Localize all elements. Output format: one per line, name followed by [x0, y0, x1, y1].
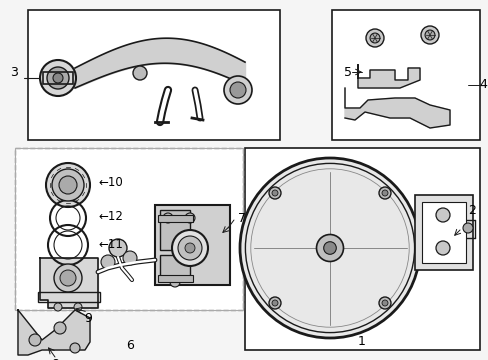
Circle shape: [47, 67, 69, 89]
Text: ←10: ←10: [98, 175, 122, 189]
Circle shape: [365, 29, 383, 47]
Circle shape: [462, 223, 472, 233]
Circle shape: [420, 26, 438, 44]
Text: 1: 1: [357, 335, 365, 348]
Text: 6: 6: [126, 339, 134, 352]
Circle shape: [54, 264, 82, 292]
Text: 5: 5: [343, 66, 351, 78]
Circle shape: [424, 30, 434, 40]
Text: 2: 2: [467, 203, 475, 216]
Circle shape: [29, 334, 41, 346]
Polygon shape: [357, 65, 419, 88]
Circle shape: [271, 300, 278, 306]
Polygon shape: [18, 310, 90, 355]
Circle shape: [381, 300, 387, 306]
Bar: [160, 210, 190, 250]
Circle shape: [268, 187, 281, 199]
Circle shape: [240, 158, 419, 338]
Bar: [160, 255, 190, 280]
Bar: [158, 215, 193, 222]
Polygon shape: [345, 88, 449, 128]
Circle shape: [435, 208, 449, 222]
Circle shape: [163, 213, 173, 223]
Circle shape: [184, 243, 195, 253]
Circle shape: [40, 60, 76, 96]
Circle shape: [54, 322, 66, 334]
Text: 4: 4: [478, 78, 486, 91]
Circle shape: [323, 242, 336, 254]
Circle shape: [435, 241, 449, 255]
Circle shape: [271, 190, 278, 196]
Circle shape: [224, 76, 251, 104]
Circle shape: [172, 230, 207, 266]
Bar: [244, 148, 479, 350]
Text: ←12: ←12: [98, 211, 122, 224]
Text: 3: 3: [10, 66, 18, 78]
Circle shape: [133, 66, 147, 80]
Circle shape: [101, 255, 115, 269]
Circle shape: [378, 297, 390, 309]
Circle shape: [52, 169, 84, 201]
Text: 7: 7: [238, 211, 245, 225]
Bar: [28, 10, 280, 140]
Bar: [414, 195, 472, 270]
Circle shape: [229, 82, 245, 98]
Circle shape: [60, 270, 76, 286]
Bar: [331, 10, 479, 140]
Circle shape: [268, 297, 281, 309]
Circle shape: [70, 343, 80, 353]
Bar: [421, 202, 465, 263]
Bar: [15, 148, 243, 310]
Circle shape: [378, 187, 390, 199]
Circle shape: [170, 277, 180, 287]
Circle shape: [123, 251, 137, 265]
Text: ←11: ←11: [98, 238, 122, 251]
Polygon shape: [40, 258, 98, 308]
Text: 9: 9: [84, 312, 92, 325]
Circle shape: [109, 239, 127, 257]
Circle shape: [178, 236, 202, 260]
Bar: [155, 205, 229, 285]
Text: 8: 8: [51, 358, 59, 360]
Circle shape: [59, 176, 77, 194]
Circle shape: [369, 33, 379, 43]
Circle shape: [54, 303, 62, 311]
Circle shape: [74, 303, 82, 311]
Circle shape: [53, 73, 63, 83]
Bar: [38, 292, 100, 302]
Circle shape: [184, 213, 195, 223]
Bar: [15, 148, 243, 310]
Circle shape: [46, 163, 90, 207]
Bar: [158, 275, 193, 282]
Circle shape: [316, 234, 343, 261]
Bar: [43, 72, 73, 84]
Circle shape: [381, 190, 387, 196]
